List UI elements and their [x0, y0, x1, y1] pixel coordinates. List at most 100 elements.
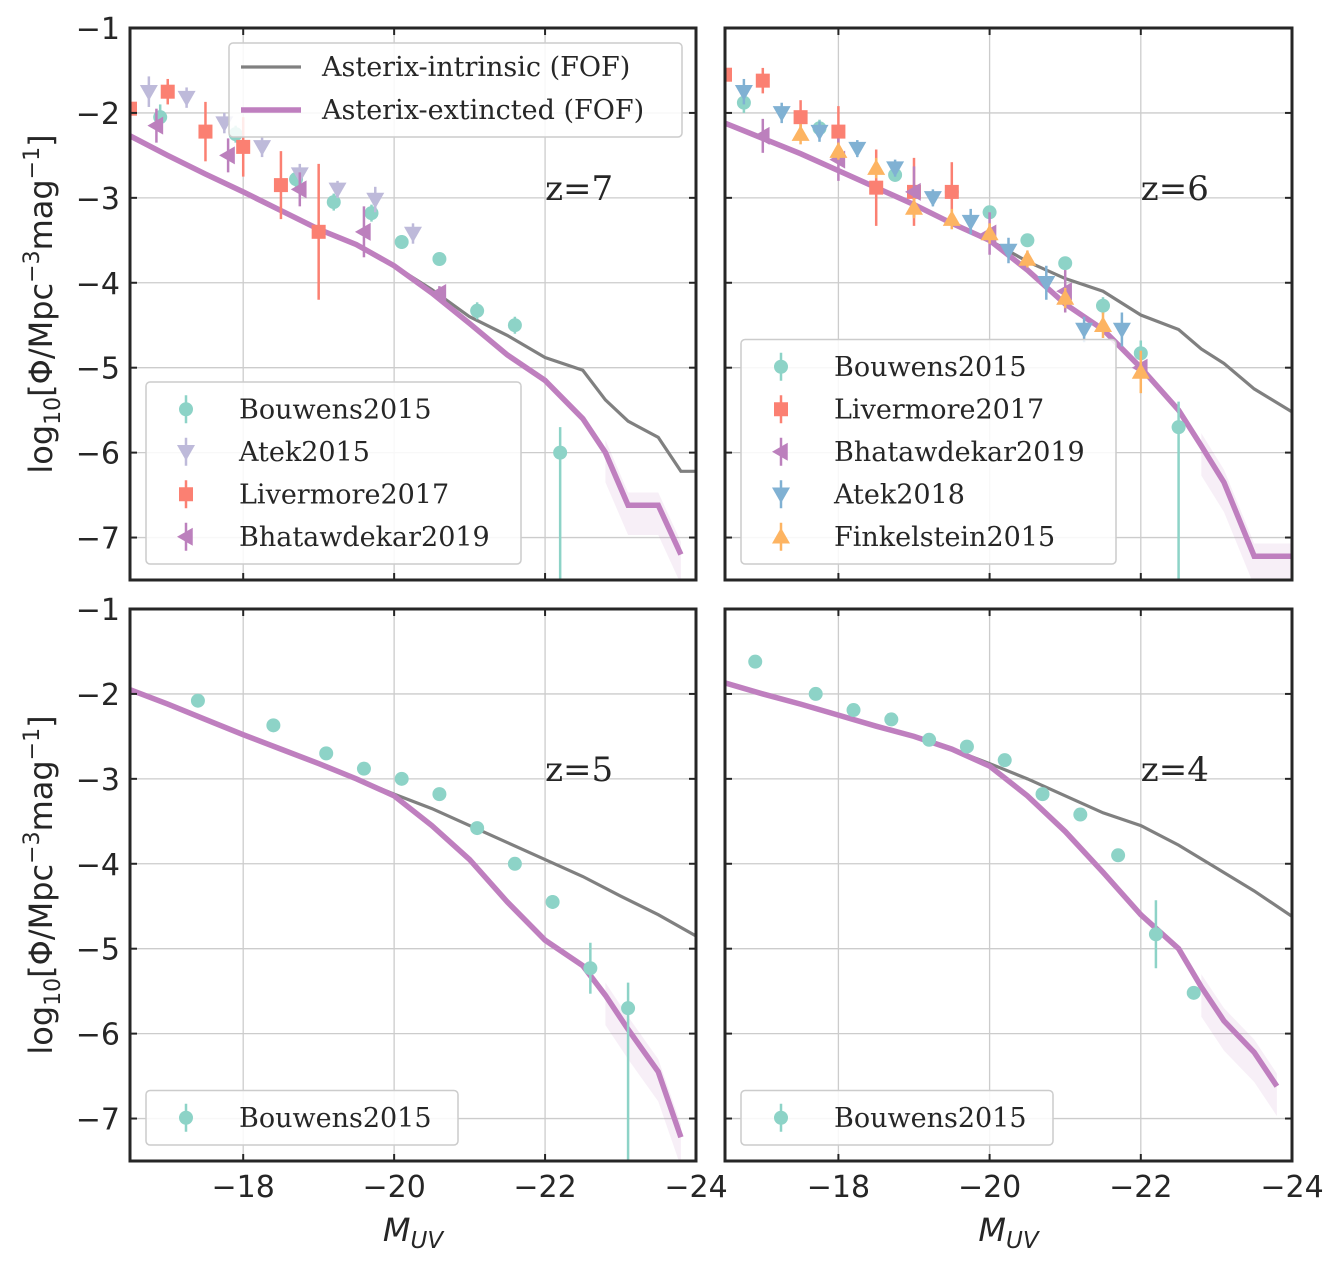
x-axis-label: MUV — [383, 1211, 445, 1254]
data-point — [867, 159, 886, 175]
data-point — [1186, 985, 1201, 1000]
data-point — [1058, 256, 1073, 271]
data-point — [1131, 362, 1150, 379]
axes-frame — [723, 607, 1294, 1163]
data-point — [356, 761, 371, 776]
data-point — [959, 739, 974, 754]
data-point — [1073, 807, 1088, 822]
legend-label: Bhatawdekar2019 — [834, 437, 1085, 468]
intrinsic-line — [725, 681, 1292, 918]
legend-label: Finkelstein2015 — [834, 522, 1055, 553]
data-point — [905, 199, 923, 215]
legend-marker-bhatawdekar2019 — [177, 527, 193, 546]
legend-label: Livermore2017 — [834, 394, 1044, 425]
data-point — [886, 161, 905, 178]
marker-legend — [740, 1089, 1054, 1146]
y-tick-label: −5 — [76, 352, 120, 387]
data-point — [328, 182, 347, 199]
x-tick-label: −24 — [664, 1170, 727, 1205]
data-point — [290, 180, 307, 199]
data-point — [848, 141, 867, 158]
data-point — [923, 191, 942, 207]
data-point — [553, 445, 568, 460]
series-finkelstein2015 — [791, 123, 1150, 394]
x-tick-label: −18 — [212, 1170, 275, 1205]
data-point — [432, 787, 447, 802]
data-point — [1111, 848, 1126, 863]
data-point — [772, 106, 791, 122]
data-point — [748, 654, 763, 669]
extincted-band — [605, 439, 681, 580]
legend-marker-bouwens2015 — [774, 1110, 788, 1125]
data-point — [273, 178, 288, 193]
extincted-line — [725, 120, 1292, 559]
data-point — [583, 961, 598, 976]
panel-z5: −1 −2 −3 −4 −5 −6 −7 log10[Φ/Mpc−3mag−1] −18 −20 −… — [20, 593, 728, 1254]
legend-marker-livermore2017 — [179, 487, 193, 502]
data-point — [545, 894, 560, 909]
x-tick-label: −24 — [1260, 1170, 1323, 1205]
data-point — [507, 856, 522, 871]
data-point — [219, 146, 235, 165]
data-point — [139, 84, 158, 101]
data-point — [177, 90, 196, 107]
y-tick-label: −3 — [76, 182, 120, 217]
panel-z6: z=6 Bouwens2015 Livermore2017 Bhatawdekar20… — [723, 26, 1294, 582]
extincted-band — [1201, 433, 1292, 580]
redshift-label: z=7 — [545, 169, 613, 209]
axes-frame — [128, 26, 698, 582]
series-atek2018 — [734, 78, 1131, 347]
legend-label: Bouwens2015 — [239, 394, 432, 425]
y-tick-label: −2 — [76, 97, 120, 132]
panel-z7: −1 −2 −3 −4 −5 −6 −7 log10[Φ/Mpc−3mag−1] z=7 Aste… — [20, 12, 698, 582]
axes-frame — [128, 607, 698, 1163]
y-axis-label: log10[Φ/Mpc−3mag−1] — [20, 715, 66, 1054]
legend-label: Asterix-intrinsic (FOF) — [321, 52, 630, 83]
legend-label: Bouwens2015 — [239, 1103, 432, 1134]
series-bouwens2015 — [190, 693, 636, 1161]
axes-frame — [723, 26, 1294, 582]
data-point — [266, 718, 281, 733]
x-tick-label: −20 — [362, 1170, 425, 1205]
x-tick-label: −20 — [958, 1170, 1021, 1205]
data-point — [791, 125, 810, 141]
data-point — [831, 124, 846, 139]
redshift-label: z=4 — [1141, 750, 1209, 790]
data-point — [808, 686, 823, 701]
legend-label: Bouwens2015 — [834, 352, 1027, 383]
data-point — [810, 124, 829, 141]
data-point — [621, 1001, 636, 1016]
data-point — [430, 283, 447, 302]
data-point — [961, 214, 980, 231]
data-point — [198, 124, 213, 139]
y-tick-label: −7 — [76, 1103, 120, 1138]
data-point — [1096, 298, 1110, 313]
data-point — [980, 224, 999, 241]
data-point — [326, 195, 341, 210]
legend-marker-bhatawdekar2019 — [772, 442, 788, 461]
y-tick-label: −3 — [76, 763, 120, 798]
legend-marker-livermore2017 — [774, 402, 788, 417]
data-point — [1018, 249, 1037, 266]
redshift-label: z=5 — [545, 750, 613, 790]
legend-marker-bouwens2015 — [179, 402, 193, 417]
data-point — [1056, 289, 1075, 305]
plot-area — [130, 76, 696, 580]
data-point — [1148, 927, 1163, 942]
data-point — [507, 318, 522, 333]
legend-marker-bouwens2015 — [774, 359, 788, 374]
legend-label: Bouwens2015 — [834, 1103, 1027, 1134]
data-point — [905, 182, 921, 201]
redshift-label: z=6 — [1141, 169, 1209, 209]
data-point — [997, 753, 1012, 768]
data-point — [999, 243, 1018, 260]
line-legend — [228, 42, 683, 138]
y-tick-label: −1 — [76, 593, 120, 628]
legend-marker-finkelstein2015 — [772, 527, 790, 544]
y-tick-label: −4 — [76, 267, 120, 302]
data-point — [319, 746, 334, 761]
y-tick-label: −6 — [76, 437, 120, 472]
data-point — [394, 771, 409, 786]
plot-area — [725, 61, 1292, 580]
